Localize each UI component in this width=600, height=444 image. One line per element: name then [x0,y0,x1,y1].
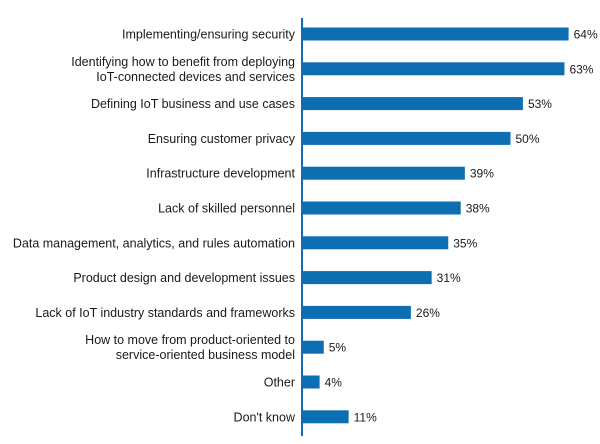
bar-11 [303,410,349,424]
value-labels-group: 64% 63% 53% 50% 39% 38% 35% 31% 26% 5% 4% 11% [325,28,598,425]
value-label-4: 39% [470,167,494,181]
bar-1 [303,62,565,76]
value-label-10: 4% [325,376,343,390]
value-label-6: 35% [453,236,477,250]
category-label-9: How to move from product-oriented to serv… [85,333,295,362]
bars-group [303,27,569,424]
category-label-8: Lack of IoT industry standards and frame… [35,306,295,320]
category-labels-group: Implementing/ensuring security Identifyin… [13,28,296,425]
category-label-0: Implementing/ensuring security [122,28,296,42]
value-label-9: 5% [329,341,347,355]
value-label-11: 11% [354,410,377,424]
category-label-7: Product design and development issues [73,271,295,285]
bar-2 [303,97,523,111]
value-label-5: 38% [466,202,490,216]
value-label-7: 31% [437,271,461,285]
bar-8 [303,305,411,319]
bar-5 [303,201,461,215]
value-label-2: 53% [528,97,552,111]
bar-4 [303,166,465,180]
bar-10 [303,375,320,389]
category-label-4: Infrastructure development [146,167,295,181]
bar-3 [303,131,511,145]
bar-7 [303,271,432,285]
category-label-3: Ensuring customer privacy [148,132,296,146]
bar-6 [303,236,449,250]
value-label-8: 26% [416,306,440,320]
value-label-3: 50% [516,132,540,146]
bar-0 [303,27,569,41]
category-label-11: Don't know [234,410,296,424]
category-label-5: Lack of skilled personnel [158,202,295,216]
value-label-1: 63% [569,62,593,76]
category-label-10: Other [264,376,295,390]
category-label-6: Data management, analytics, and rules au… [13,236,295,250]
category-label-2: Defining IoT business and use cases [91,97,295,111]
category-label-1: Identifying how to benefit from deployin… [71,55,295,84]
value-label-0: 64% [574,28,598,42]
bar-9 [303,340,324,354]
